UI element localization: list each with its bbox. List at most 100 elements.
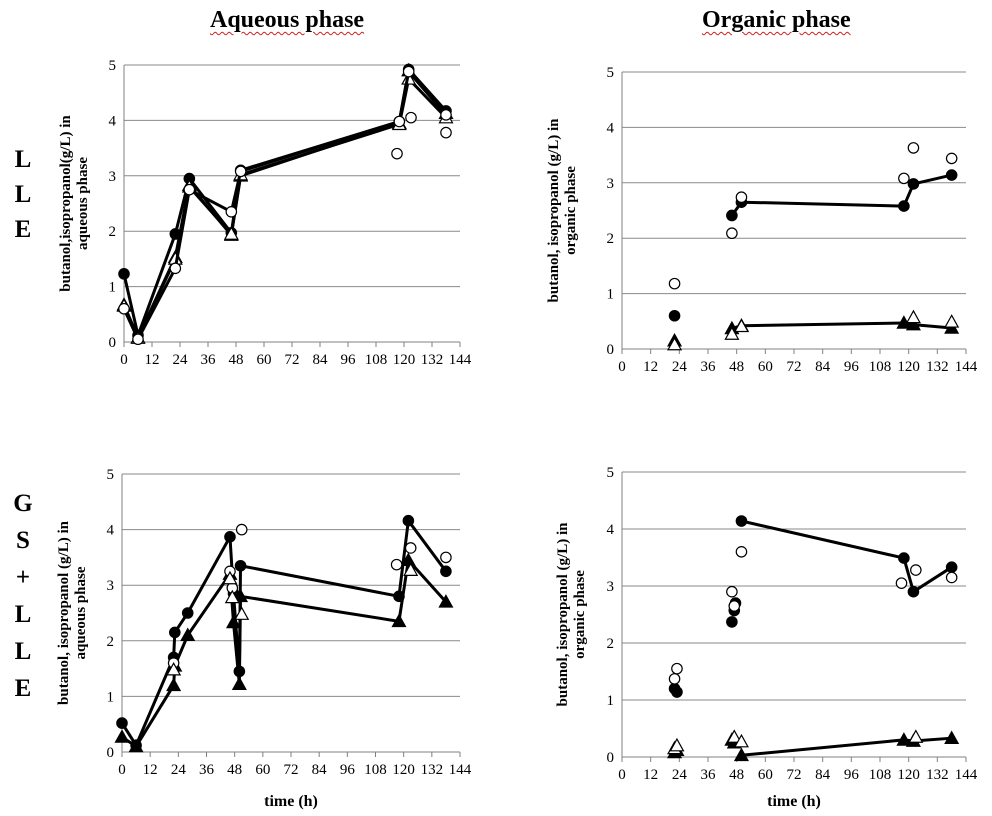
gslle-organic-circle-point [910, 564, 922, 576]
lle-aqueous-y-axis-label-line: butanol,isopropanol(g/L) in [58, 115, 74, 292]
lle-organic-circle-point [726, 209, 738, 222]
gslle-aqueous-triangle-point [233, 588, 249, 603]
lle-aqueous-ytick-label: 1 [109, 280, 117, 296]
gslle-organic-xtick-label: 36 [701, 767, 717, 783]
gslle-organic-circle-point [945, 561, 958, 573]
gslle-aqueous-y-axis-label: butanol, isopropanol (g/L) inaqueous pha… [56, 520, 89, 705]
lle-organic-circle-point [668, 309, 681, 322]
lle-organic-triangle-point [905, 316, 921, 331]
gslle-aqueous-ytick-label: 4 [107, 523, 115, 539]
lle-aqueous-circle-point [118, 302, 130, 315]
gslle-organic-ytick-label: 4 [607, 522, 615, 538]
gslle-aqueous-y-axis-label-line: aqueous phase [73, 566, 89, 659]
gslle-aqueous-triangle-point [166, 661, 182, 676]
lle-aqueous-xtick-label: 144 [449, 352, 472, 368]
lle-aqueous-xtick-label: 36 [201, 352, 217, 368]
gslle-organic-xtick-label: 84 [815, 767, 831, 783]
lle-aqueous-circle-point [118, 268, 130, 280]
gslle-organic-triangle-point [733, 733, 749, 748]
gslle-aqueous-xtick-label: 132 [421, 762, 444, 778]
lle-organic-triangle-point [724, 326, 740, 340]
gslle-aqueous-circle-point [404, 542, 417, 554]
gslle-aqueous-xtick-label: 96 [340, 762, 356, 778]
gslle-aqueous-triangle-point [222, 570, 238, 585]
lle-aqueous-circle-point [405, 111, 417, 124]
gslle-aqueous-triangle-point [128, 738, 144, 753]
lle-organic-triangle-point [733, 318, 749, 333]
lle-organic-circle-point [945, 152, 958, 165]
lle-aqueous-xtick-label: 84 [313, 352, 329, 368]
gslle-aqueous-circle-point [234, 559, 247, 572]
lle-aqueous-xtick-label: 120 [393, 352, 416, 368]
lle-organic-circle-point [735, 191, 748, 204]
lle-organic-xtick-label: 0 [618, 359, 626, 375]
gslle-organic-triangle-point [726, 729, 742, 743]
gslle-organic-triangle-point [669, 737, 685, 752]
gslle-organic-triangle-point [896, 732, 912, 746]
lle-aqueous-xtick-label: 0 [120, 352, 128, 368]
gslle-organic-xtick-label: 24 [672, 767, 688, 783]
gslle-aqueous-xtick-label: 36 [199, 762, 215, 778]
gslle-organic-ytick-label: 0 [607, 750, 615, 766]
organic-phase-heading: Organic phase [702, 7, 851, 33]
lle-organic-y-axis-label: butanol, isopropanol (g/L) inorganic pha… [546, 118, 579, 303]
gslle-aqueous-xtick-label: 60 [255, 762, 270, 778]
gslle-aqueous-triangle-point [225, 614, 242, 629]
row-label-gslle-3: + [15, 564, 31, 591]
row-label-gslle-4: L [14, 601, 32, 628]
gslle-aqueous-circle-point [181, 607, 194, 619]
lle-organic-xtick-label: 132 [926, 359, 949, 375]
lle-aqueous-xtick-label: 72 [285, 352, 300, 368]
aqueous-phase-heading: Aqueous phase [210, 7, 365, 33]
gslle-organic-circle-point [728, 600, 741, 612]
gslle-aqueous-triangle-point [231, 676, 247, 690]
lle-organic-circle-point [668, 277, 681, 290]
lle-aqueous-xtick-label: 60 [257, 352, 272, 368]
lle-organic-xtick-label: 12 [643, 359, 658, 375]
gslle-aqueous-xtick-label: 24 [171, 762, 187, 778]
gslle-organic-circle-point [735, 515, 748, 527]
gslle-aqueous-circle-point [169, 626, 181, 639]
lle-organic-triangle-point [905, 309, 921, 324]
lle-aqueous-xtick-label: 96 [341, 352, 357, 368]
gslle-aqueous-triangle-point [400, 552, 416, 566]
gslle-organic-xtick-label: 0 [618, 767, 626, 783]
lle-organic-xtick-label: 84 [815, 359, 831, 375]
lle-organic-ytick-label: 0 [607, 342, 615, 358]
lle-aqueous-circle-point [391, 147, 403, 160]
lle-aqueous-xtick-label: 108 [365, 352, 388, 368]
lle-aqueous-ytick-label: 2 [109, 224, 117, 240]
gslle-aqueous-xtick-label: 72 [284, 762, 299, 778]
lle-organic-circle-point [726, 227, 738, 240]
gslle-aqueous-triangle-point [114, 729, 130, 743]
gslle-organic-series-line [741, 519, 953, 594]
lle-aqueous-circle-point [234, 165, 247, 178]
lle-organic-triangle-point [944, 314, 960, 328]
gslle-aqueous-triangle-point [234, 606, 250, 620]
row-label-lle-3: E [14, 216, 32, 243]
lle-aqueous-series-line [122, 67, 448, 337]
gslle-aqueous-triangle-point [391, 613, 407, 628]
row-label-gslle-5: L [14, 638, 32, 665]
lle-organic-y-axis-label-line: organic phase [563, 166, 579, 255]
gslle-aqueous-ytick-label: 3 [107, 578, 115, 594]
lle-organic-xtick-label: 48 [729, 359, 744, 375]
gslle-organic-series-line [741, 736, 952, 757]
gslle-organic-x-axis-label: time (h) [767, 793, 821, 810]
gslle-organic-circle-point [898, 552, 910, 564]
gslle-aqueous-xtick-label: 12 [143, 762, 158, 778]
row-label-gslle-6: E [14, 675, 32, 702]
gslle-organic-circle-point [735, 545, 748, 558]
gslle-aqueous-circle-point [440, 565, 452, 578]
lle-aqueous-circle-point [225, 206, 238, 218]
lle-organic-ytick-label: 4 [607, 120, 615, 136]
lle-aqueous-circle-point [402, 65, 415, 78]
lle-aqueous-circle-point [132, 333, 144, 346]
gslle-organic-xtick-label: 48 [729, 767, 744, 783]
lle-organic-circle-point [907, 178, 920, 190]
lle-aqueous-circle-point [393, 115, 406, 128]
gslle-aqueous-ytick-label: 0 [107, 745, 115, 761]
lle-organic-xtick-label: 60 [758, 359, 773, 375]
row-label-lle-2: L [14, 181, 32, 208]
